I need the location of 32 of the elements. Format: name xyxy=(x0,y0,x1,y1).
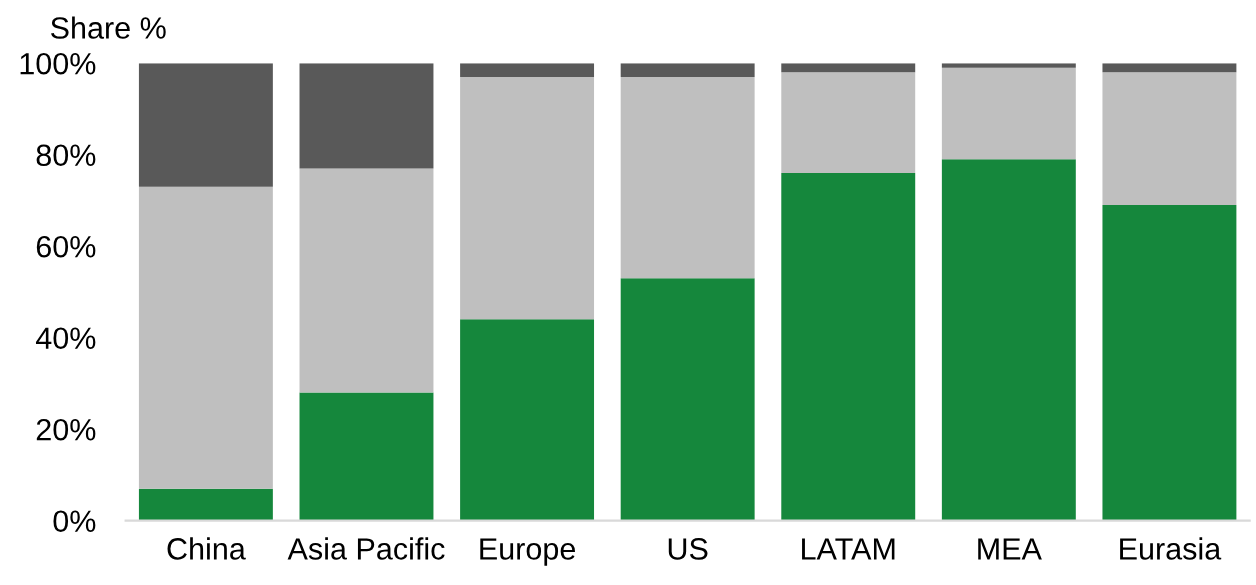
x-tick-label: Eurasia xyxy=(1120,537,1222,560)
bar xyxy=(299,392,434,521)
bar xyxy=(620,76,755,279)
bar xyxy=(138,63,273,187)
bar xyxy=(1102,72,1237,205)
bar xyxy=(299,168,434,393)
bar xyxy=(460,319,595,521)
bar xyxy=(460,76,595,320)
y-tick-label: 100% xyxy=(20,52,96,75)
y-tick-label: 60% xyxy=(36,235,96,258)
x-tick-label: MEA xyxy=(978,538,1042,560)
bar xyxy=(781,172,916,521)
x-tick-label: Asia Pacific xyxy=(287,537,445,560)
bar xyxy=(620,63,755,77)
y-tick-label: 20% xyxy=(36,418,96,441)
bar xyxy=(138,488,273,521)
x-tick-label: US xyxy=(668,538,708,560)
y-tick-label: 40% xyxy=(35,327,96,350)
y-tick-label: 0% xyxy=(53,510,96,533)
x-tick-label: Europe xyxy=(480,538,575,566)
y-axis-title: Share % xyxy=(51,16,166,39)
bar xyxy=(460,63,595,77)
bar xyxy=(1102,205,1237,521)
bar xyxy=(620,278,755,521)
bar xyxy=(138,186,273,489)
bar xyxy=(941,159,1076,521)
x-tick-label: China xyxy=(167,537,246,560)
x-tick-label: LATAM xyxy=(802,538,895,560)
bar xyxy=(941,67,1076,160)
bar xyxy=(781,72,916,173)
bar xyxy=(299,63,434,169)
y-tick-label: 80% xyxy=(36,144,96,167)
